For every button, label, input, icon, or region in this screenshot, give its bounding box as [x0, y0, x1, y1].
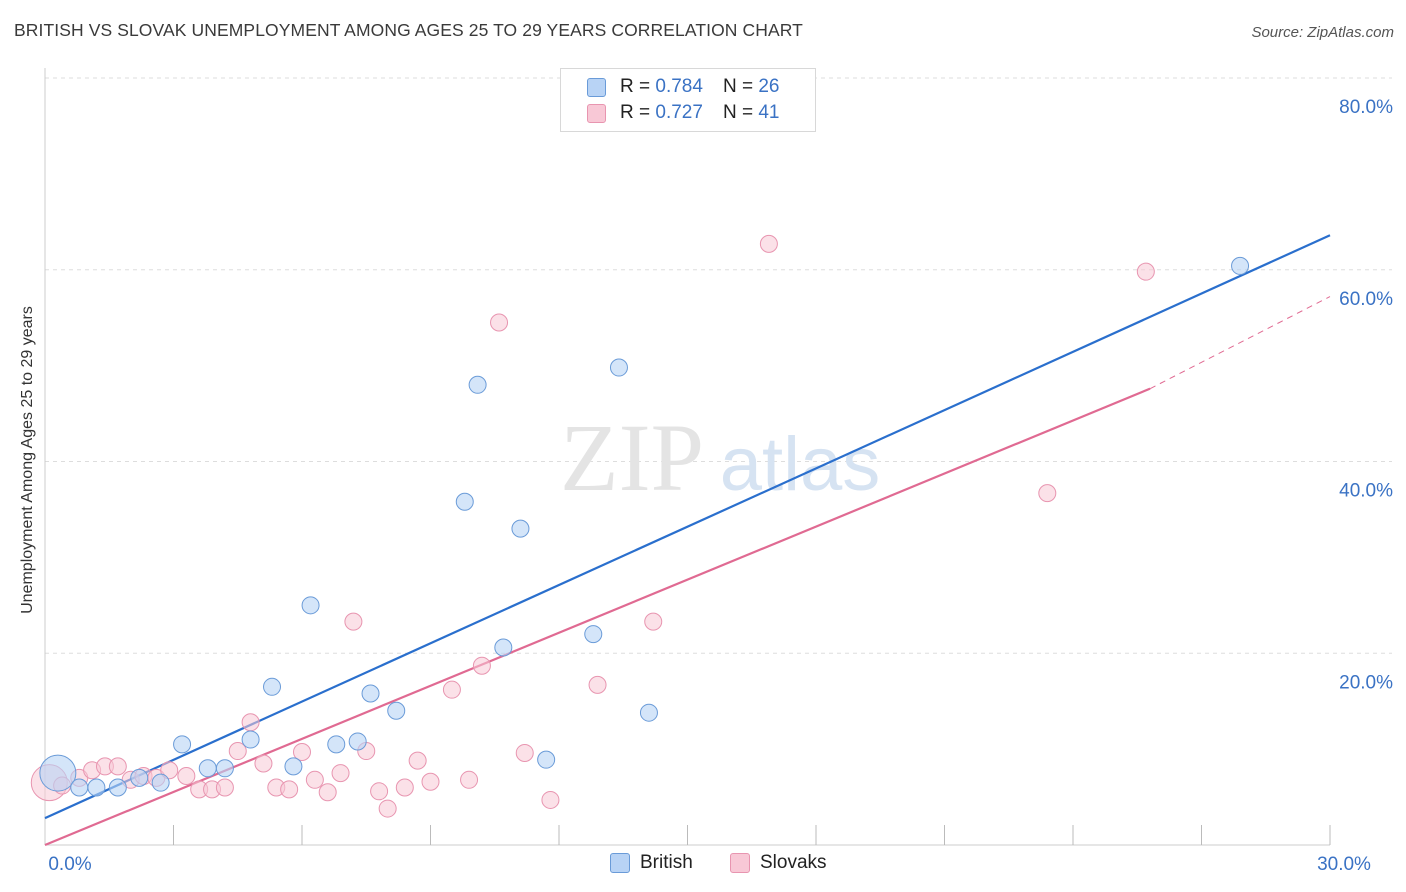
point-british: [455, 492, 474, 511]
point-slovaks: [588, 675, 607, 694]
legend-n-label-british: N =: [722, 76, 754, 97]
series-legend-british: British: [610, 852, 693, 874]
x-tick-label: 0.0%: [48, 854, 91, 875]
watermark-zip: ZIP: [560, 404, 704, 511]
legend-n-label-slovaks: N =: [722, 102, 754, 123]
point-slovaks: [160, 761, 179, 780]
series-legend-slovaks: Slovaks: [730, 852, 827, 874]
point-british: [215, 759, 234, 778]
trend-line-british: [44, 234, 1331, 820]
point-british: [301, 596, 320, 615]
point-british: [284, 757, 303, 776]
legend-r-value-british: 0.784: [655, 76, 703, 97]
chart-title: BRITISH VS SLOVAK UNEMPLOYMENT AMONG AGE…: [14, 20, 803, 40]
point-british: [468, 375, 487, 394]
legend-r-value-slovaks: 0.727: [655, 102, 703, 123]
point-slovaks: [254, 754, 273, 773]
point-british: [387, 701, 406, 720]
point-slovaks: [421, 772, 440, 791]
watermark: ZIP atlas: [560, 404, 880, 511]
point-slovaks: [395, 778, 414, 797]
point-slovaks: [442, 680, 461, 699]
source-label: Source: ZipAtlas.com: [1251, 24, 1394, 41]
point-slovaks: [1038, 484, 1057, 503]
point-british: [198, 759, 217, 778]
series-legend: British Slovaks: [0, 852, 1406, 876]
point-slovaks: [305, 770, 324, 789]
legend-n-value-british: 26: [758, 76, 780, 97]
point-slovaks: [108, 757, 127, 776]
y-tick-label: 40.0%: [1339, 481, 1393, 502]
series-label-british: British: [640, 852, 693, 873]
point-british: [609, 358, 628, 377]
point-slovaks: [644, 612, 663, 631]
trend-line-slovaks-extension: [1149, 296, 1331, 390]
point-british: [241, 730, 260, 749]
point-british: [130, 768, 149, 787]
y-axis-label: Unemployment Among Ages 25 to 29 years: [19, 306, 36, 614]
point-british: [537, 750, 556, 769]
legend-row-slovaks: R = 0.727 N = 41: [587, 101, 779, 125]
point-british: [494, 638, 513, 657]
data-points: [30, 234, 1250, 818]
axes: [44, 68, 1331, 846]
y-tick-label: 80.0%: [1339, 97, 1393, 118]
point-slovaks: [241, 713, 260, 732]
legend-n-value-slovaks: 41: [758, 102, 780, 123]
point-slovaks: [344, 612, 363, 631]
point-slovaks: [472, 656, 491, 675]
legend-r-label-slovaks: R =: [620, 102, 651, 123]
legend-swatch-slovaks: [587, 103, 606, 123]
series-swatch-british: [610, 853, 630, 873]
point-slovaks: [378, 799, 397, 818]
point-british: [70, 778, 89, 797]
point-slovaks: [490, 313, 509, 332]
watermark-atlas: atlas: [720, 422, 881, 507]
point-slovaks: [515, 743, 534, 762]
point-slovaks: [177, 766, 196, 785]
y-tick-label: 60.0%: [1339, 289, 1393, 310]
point-british: [327, 735, 346, 754]
point-slovaks: [408, 751, 427, 770]
point-british: [1231, 256, 1250, 275]
point-slovaks: [280, 780, 299, 799]
legend-swatch-british: [587, 77, 606, 97]
point-british: [584, 625, 603, 644]
point-british: [361, 684, 380, 703]
legend-row-british: R = 0.784 N = 26: [587, 75, 779, 99]
point-slovaks: [318, 783, 337, 802]
point-british: [511, 519, 530, 538]
point-slovaks: [759, 234, 778, 253]
point-slovaks: [228, 742, 247, 761]
point-british: [639, 703, 658, 722]
point-british: [173, 735, 192, 754]
y-tick-label: 20.0%: [1339, 672, 1393, 693]
correlation-legend: R = 0.784 N = 26 R = 0.727 N = 41: [560, 68, 816, 132]
series-label-slovaks: Slovaks: [760, 852, 827, 873]
point-british: [108, 778, 127, 797]
point-british: [39, 754, 77, 792]
point-british: [151, 773, 170, 792]
point-slovaks: [331, 764, 350, 783]
legend-r-label-british: R =: [620, 76, 651, 97]
point-slovaks: [460, 770, 479, 789]
point-slovaks: [293, 743, 311, 762]
point-slovaks: [541, 790, 560, 809]
point-british: [87, 778, 106, 797]
point-slovaks: [215, 778, 234, 797]
point-british: [348, 732, 367, 751]
point-slovaks: [1136, 262, 1155, 281]
series-swatch-slovaks: [730, 853, 750, 873]
tick-labels: 20.0% 40.0% 60.0% 80.0% 0.0% 30.0%: [48, 97, 1393, 875]
point-british: [263, 677, 282, 696]
x-tick-label: 30.0%: [1317, 854, 1371, 875]
point-slovaks: [370, 782, 389, 801]
